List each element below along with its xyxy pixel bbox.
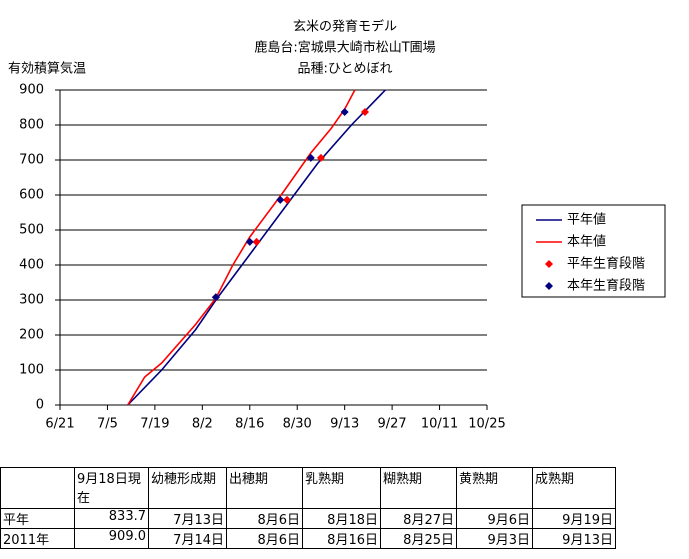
table-cell: 8月16日 [302,528,381,549]
x-tick-label: 8/16 [235,417,264,432]
table-cell: 833.7 [74,508,149,529]
line-series [127,89,356,406]
y-tick-label: 0 [36,398,44,413]
table-header-cell: 出穂期 [226,467,303,509]
marker [252,237,261,246]
table-cell: 7月13日 [148,508,227,529]
table-cell: 2011年 [0,528,75,549]
table-header-cell: 幼穂形成期 [148,467,227,509]
table-cell: 8月25日 [380,528,457,549]
chart-subtitle: 鹿島台:宮城県大崎市松山T圃場 [254,40,435,56]
legend-label: 本年生育段階 [567,278,645,294]
y-tick-label: 100 [19,363,44,378]
table-cell: 9月13日 [532,528,616,549]
table-cell: 9月3日 [456,528,533,549]
x-tick-label: 10/25 [468,417,505,432]
legend-marker [545,260,553,268]
legend-label: 平年値 [567,212,606,228]
table-header: 9月18日現在 幼穂形成期 出穂期 乳熟期 糊熟期 黄熟期 成熟期 [0,467,616,509]
y-axis-label: 有効積算気温 [8,61,86,77]
x-tick-label: 9/13 [330,417,359,432]
x-tick-label: 9/27 [378,417,407,432]
marker [245,237,254,246]
legend-marker [545,282,553,290]
table-cell: 8月6日 [226,528,303,549]
table-header-cell: 糊熟期 [380,467,457,509]
y-tick-label: 500 [19,223,44,238]
table-row: 平年 833.7 7月13日 8月6日 8月18日 8月27日 9月6日 9月19日 [0,508,616,529]
table-cell: 8月18日 [302,508,381,529]
table-cell: 8月6日 [226,508,303,529]
y-tick-label: 900 [19,83,44,98]
marker [361,108,369,117]
chart: 玄米の発育モデル 鹿島台:宮城県大崎市松山T圃場 品種:ひとめぼれ 有効積算気温… [8,19,666,432]
table-header-cell: 成熟期 [532,467,616,509]
marker [283,195,292,204]
table-cell: 7月14日 [148,528,227,549]
x-tick-label: 10/11 [421,417,458,432]
y-tick-label: 800 [19,118,44,133]
table-row: 2011年 909.0 7月14日 8月6日 8月16日 8月25日 9月3日 9月13日 [0,528,616,549]
marker [306,153,315,162]
x-tick-label: 7/19 [140,417,169,432]
y-tick-label: 400 [19,258,44,273]
marker [276,195,285,204]
x-tick-label: 7/5 [97,417,118,432]
chart-subtitle: 品種:ひとめぼれ [298,61,393,77]
y-tick-label: 300 [19,293,44,308]
legend-label: 本年値 [567,234,606,250]
table-header-cell: 9月18日現在 [74,467,149,509]
y-tick-label: 600 [19,188,44,203]
table-header-cell: 黄熟期 [456,467,533,509]
x-tick-label: 8/30 [283,417,312,432]
table-cell: 平年 [0,508,75,529]
table-cell: 8月27日 [380,508,457,529]
marker [316,153,325,162]
chart-title: 玄米の発育モデル [293,19,397,35]
table-header-cell: 乳熟期 [302,467,381,509]
y-tick-label: 200 [19,328,44,343]
data-table: 9月18日現在 幼穂形成期 出穂期 乳熟期 糊熟期 黄熟期 成熟期 平年 833.… [0,467,616,549]
marker [340,108,349,117]
table-cell [0,467,75,509]
legend-label: 平年生育段階 [567,256,645,272]
table-cell: 9月6日 [456,508,533,529]
x-tick-label: 8/2 [192,417,213,432]
x-tick-label: 6/21 [45,417,74,432]
table-cell: 909.0 [74,528,149,549]
line-series [127,89,386,406]
table-cell: 9月19日 [532,508,616,529]
y-tick-label: 700 [19,153,44,168]
marker [211,293,220,302]
